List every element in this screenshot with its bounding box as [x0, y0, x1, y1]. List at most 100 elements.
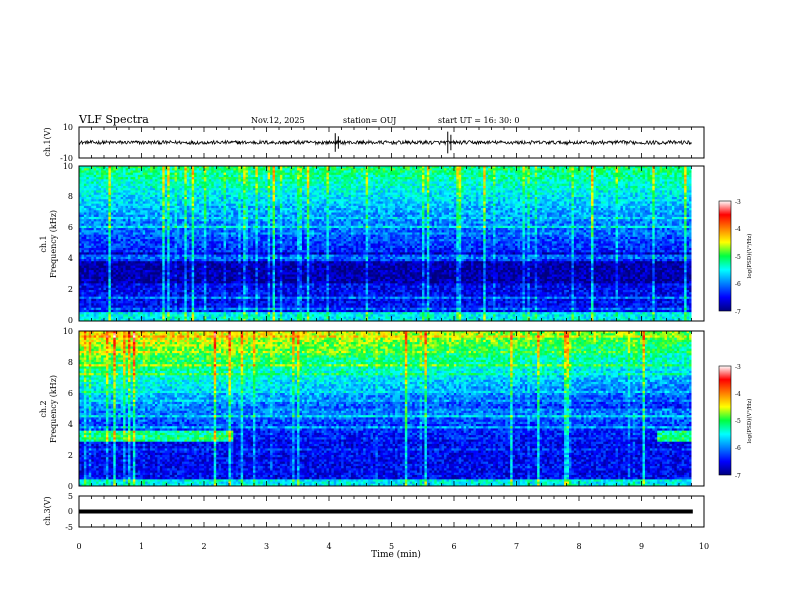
spectrogram-cell [147, 281, 151, 284]
spectrogram-cell [113, 272, 117, 275]
spectrogram-cell [86, 247, 90, 251]
spectrogram-cell [211, 190, 215, 193]
spectrogram-cell [98, 174, 102, 178]
spectrogram-cell [113, 172, 117, 176]
spectrogram-cell [218, 166, 222, 169]
spectrogram-cell [186, 221, 190, 224]
spectrogram-cell [238, 172, 242, 176]
spectrogram-cell [108, 292, 112, 295]
spectrogram-cell [150, 223, 153, 227]
spectrogram-cell [125, 174, 129, 178]
spectrogram-cell [101, 166, 104, 169]
spectrogram-cell [238, 183, 242, 187]
spectrogram-cell [172, 232, 175, 236]
spectrogram-cell [115, 236, 119, 240]
spectrogram-cell [194, 223, 197, 227]
spectrogram-cell [208, 252, 212, 255]
spectrogram-cell [83, 292, 87, 295]
spectrogram-cell [105, 216, 109, 220]
spectrogram-cell [120, 245, 124, 249]
spectrogram-cell [240, 216, 244, 220]
spectrogram-cell [93, 252, 97, 255]
spectrogram-cell [105, 274, 109, 278]
spectrogram-cell [142, 183, 146, 187]
spectrogram-cell [88, 210, 92, 213]
spectrogram-cell [118, 305, 122, 309]
spectrogram-cell [88, 234, 92, 238]
spectrogram-cell [235, 205, 239, 209]
spectrogram-cell [91, 263, 95, 267]
spectrogram-cell [137, 303, 141, 306]
spectrogram-cell [208, 168, 212, 171]
spectrogram-cell [115, 210, 119, 213]
spectrogram-cell [113, 290, 117, 293]
spectrogram-cell [179, 216, 183, 220]
spectrogram-cell [164, 256, 168, 260]
spectrogram-cell [184, 170, 188, 174]
spectrogram-cell [103, 312, 107, 315]
spectrogram-cell [230, 199, 234, 202]
spectrogram-cell [123, 263, 126, 267]
spectrogram-cell [101, 194, 104, 198]
spectrogram-cell [159, 170, 163, 174]
spectrogram-cell [243, 290, 246, 293]
spectrogram-cell [203, 270, 207, 273]
spectrogram-cell [86, 263, 90, 267]
spectrogram-cell [211, 261, 215, 264]
spectrogram-cell [191, 259, 195, 262]
spectrogram-cell [243, 270, 246, 273]
spectrogram-cell [196, 185, 200, 189]
spectrogram-cell [135, 261, 139, 264]
spectrogram-cell [228, 298, 232, 302]
spectrogram-cell [216, 174, 220, 178]
spectrogram-cell [123, 177, 126, 180]
spectrogram-cell [169, 188, 173, 191]
spectrogram-cell [221, 221, 224, 224]
spectrogram-cell [81, 261, 85, 264]
spectrogram-cell [103, 296, 107, 300]
spectrogram-cell [150, 274, 153, 278]
spectrogram-cell [196, 205, 200, 209]
spectrogram-cell [177, 259, 180, 262]
spectrogram-cell [162, 270, 166, 273]
spectrogram-cell [228, 312, 232, 315]
spectrogram-cell [177, 294, 180, 298]
spectrogram-cell [218, 252, 222, 255]
spectrogram-cell [157, 296, 161, 300]
spectrogram-cell [230, 214, 234, 218]
spectrogram-cell [196, 274, 200, 278]
spectrogram-cell [113, 174, 117, 178]
spectrogram-cell [245, 243, 249, 247]
spectrogram-cell [88, 318, 92, 322]
spectrogram-cell [96, 305, 99, 309]
spectrogram-cell [203, 305, 207, 309]
spectrogram-cell [196, 296, 200, 300]
spectrogram-cell [113, 185, 117, 189]
spectrogram-cell [179, 290, 183, 293]
spectrogram-cell [159, 267, 163, 271]
spectrogram-cell [201, 247, 205, 251]
spectrogram-cell [248, 192, 251, 196]
spectrogram-cell [223, 212, 227, 216]
spectrogram-cell [223, 301, 227, 304]
spectrogram-cell [201, 265, 205, 269]
spectrogram-cell [154, 232, 158, 236]
spectrogram-cell [130, 287, 134, 291]
spectrogram-cell [135, 307, 139, 311]
spectrogram-cell [137, 197, 141, 200]
spectrogram-cell [140, 172, 144, 176]
spectrogram-cell [196, 309, 200, 313]
spectrogram-cell [83, 232, 87, 236]
spectrogram-cell [211, 270, 215, 273]
spectrogram-cell [137, 185, 141, 189]
spectrogram-cell [184, 272, 188, 275]
spectrogram-cell [86, 256, 90, 260]
spectrogram-cell [93, 236, 97, 240]
spectrogram-cell [115, 312, 119, 315]
spectrogram-cell [157, 181, 161, 185]
spectrogram-cell [221, 312, 224, 315]
spectrogram-cell [105, 309, 109, 313]
spectrogram-cell [81, 278, 85, 282]
spectrogram-cell [233, 316, 237, 320]
spectrogram-cell [191, 290, 195, 293]
